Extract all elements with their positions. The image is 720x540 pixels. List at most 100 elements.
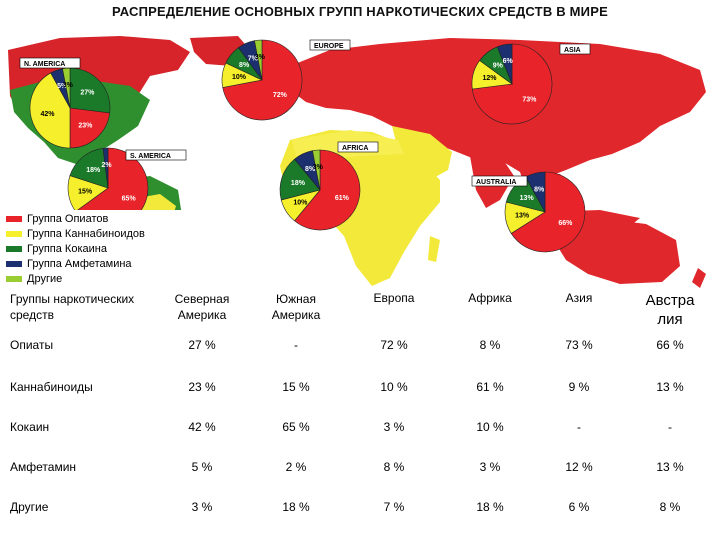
- legend: Группа Опиатов Группа Каннабиноидов Груп…: [0, 210, 182, 288]
- table-cell: 9 %: [568, 380, 590, 394]
- pie-asia: 73% 12% 9%6% ASIA: [471, 43, 591, 125]
- region-tag-box: [471, 175, 528, 187]
- pie-slice-label: 12%: [483, 75, 498, 82]
- header-europe: Европа: [373, 291, 415, 305]
- header-australia: Австра лия: [645, 292, 695, 328]
- page-title: РАСПРЕДЕЛЕНИЕ ОСНОВНЫХ ГРУПП НАРКОТИЧЕСК…: [112, 4, 608, 19]
- legend-item-cocaine: Группа Кокаина: [6, 241, 107, 256]
- region-tag-label: S. AMERICA: [130, 153, 171, 160]
- region-tag-box: [309, 39, 351, 51]
- legend-swatch-opiates: [6, 215, 22, 222]
- row-label: Каннабиноиды: [10, 380, 93, 394]
- header-asia: Азия: [565, 291, 593, 305]
- pie-n-america: 27% 23% 42% 5%3% N. AMERICA: [19, 57, 111, 149]
- legend-swatch-amphetamine: [6, 260, 22, 267]
- table-cell: 61 %: [476, 380, 504, 394]
- header-africa: Африка: [468, 291, 512, 305]
- legend-item-other: Другие: [6, 271, 62, 286]
- region-tag-box: [559, 43, 591, 55]
- pie-slice-label: 15%: [78, 189, 93, 196]
- table-cell: -: [668, 420, 672, 434]
- middle-east-shape: [392, 126, 452, 180]
- pie-slice-label: 13%: [520, 195, 535, 202]
- table-row-cocaine: Кокаин 42 % 65 % 3 % 10 % - -: [0, 418, 720, 458]
- legend-item-amphetamine: Группа Амфетамина: [6, 256, 132, 271]
- pie-australia: 66%13%13%8%AUSTRALIA: [471, 171, 586, 253]
- table-cell: 10 %: [380, 380, 408, 394]
- legend-label-cannabis: Группа Каннабиноидов: [27, 227, 145, 240]
- table-cell: 10 %: [476, 420, 504, 434]
- row-label: Опиаты: [10, 338, 54, 352]
- table-row-cannabinoids: Каннабиноиды 23 % 15 % 10 % 61 % 9 % 13 %: [0, 378, 720, 418]
- region-tag-label: ASIA: [564, 47, 581, 54]
- legend-swatch-other: [6, 275, 22, 282]
- table-cell: 65 %: [282, 420, 310, 434]
- pie-slice-label: 72%: [273, 92, 288, 99]
- table-cell: 8 %: [479, 338, 501, 352]
- region-tag-label: AUSTRALIA: [476, 179, 516, 186]
- table-header-row: Группы наркотических средств Северная Ам…: [0, 288, 720, 338]
- table-row-opiates: Опиаты 27 % - 72 % 8 % 73 % 66 %: [0, 338, 720, 378]
- pie-slice-label: 8%: [305, 166, 316, 173]
- header-south-america: Южная Америка: [271, 292, 321, 322]
- pie-slice-label: 9%: [493, 63, 504, 70]
- legend-label-other: Другие: [27, 272, 63, 285]
- row-label: Другие: [10, 500, 49, 514]
- pie-slice-label: 27%: [80, 90, 95, 97]
- table-row-amphetamine: Амфетамин 5 % 2 % 8 % 3 % 12 % 13 %: [0, 458, 720, 498]
- table-cell: 5 %: [191, 460, 213, 474]
- region-tag-label: EUROPE: [314, 43, 344, 50]
- table-cell: 13 %: [656, 460, 684, 474]
- pie-slice-label: 3%: [313, 164, 324, 171]
- pie-slice: [510, 171, 586, 253]
- pie-slice-label: 66%: [558, 220, 573, 227]
- pie-slice: [254, 39, 263, 81]
- pie-slice-label: 2%: [101, 162, 112, 169]
- pie-europe: 72% 10% 8%7%3% EUROPE: [221, 39, 351, 121]
- pie-slice: [102, 147, 109, 189]
- pie-slice-label: 18%: [291, 180, 306, 187]
- row-label: Кокаин: [10, 420, 50, 434]
- region-tag-box: [19, 57, 81, 69]
- table-cell: 18 %: [282, 500, 310, 514]
- pie-slice: [279, 158, 321, 201]
- pie-slice: [496, 43, 513, 85]
- pie-slice-label: 10%: [232, 74, 247, 81]
- legend-label-cocaine: Группа Кокаина: [27, 242, 107, 255]
- table-cell: 13 %: [656, 380, 684, 394]
- table-cell: 23 %: [188, 380, 216, 394]
- table-cell: 12 %: [565, 460, 593, 474]
- table-cell: 18 %: [476, 500, 504, 514]
- pie-slice-label: 61%: [335, 195, 350, 202]
- pie-slice-label: 23%: [78, 122, 93, 129]
- table-cell: 66 %: [656, 338, 684, 352]
- table-cell: 7 %: [383, 500, 405, 514]
- pie-slice-label: 65%: [122, 196, 137, 203]
- legend-label-opiates: Группа Опиатов: [27, 212, 109, 225]
- table-row-other: Другие 3 % 18 % 7 % 18 % 6 % 8 %: [0, 498, 720, 538]
- australia-shape: [556, 218, 680, 284]
- drug-distribution-table: Группы наркотических средств Северная Ам…: [0, 288, 720, 538]
- new-zealand-shape: [692, 268, 706, 288]
- pie-slice-label: 8%: [239, 62, 250, 69]
- table-cell: -: [294, 338, 298, 352]
- pie-slice-label: 73%: [522, 96, 537, 103]
- table-cell: 8 %: [659, 500, 681, 514]
- legend-label-amphetamine: Группа Амфетамина: [27, 257, 132, 270]
- pie-slice-label: 5%: [57, 83, 68, 90]
- pie-africa: 61% 10% 18% 8%3% AFRICA: [279, 141, 379, 231]
- table-cell: 3 %: [383, 420, 405, 434]
- pie-slice-label: 8%: [534, 187, 545, 194]
- table-cell: 72 %: [380, 338, 408, 352]
- table-cell: 3 %: [191, 500, 213, 514]
- legend-item-opiates: Группа Опиатов: [6, 211, 108, 226]
- japan-shape: [634, 100, 652, 134]
- pie-slice: [29, 72, 71, 149]
- table-cell: -: [577, 420, 581, 434]
- legend-item-cannabis: Группа Каннабиноидов: [6, 226, 145, 241]
- table-cell: 2 %: [285, 460, 307, 474]
- pie-slice-label: 7%: [248, 56, 259, 63]
- pie-slice: [312, 149, 321, 191]
- pie-slice-label: 3%: [255, 54, 266, 61]
- region-tag-label: N. AMERICA: [24, 61, 65, 68]
